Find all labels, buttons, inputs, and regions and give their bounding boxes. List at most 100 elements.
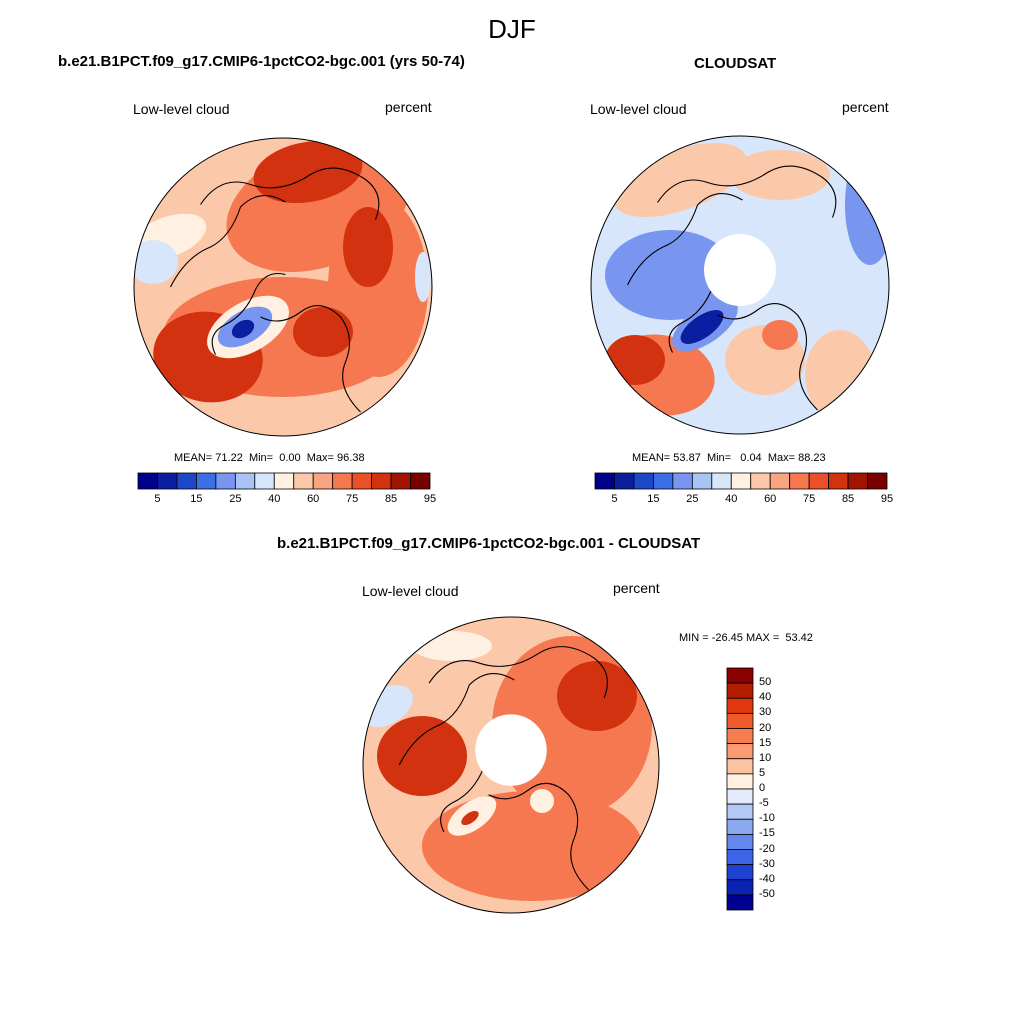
panel-1-mean: 71.22: [215, 452, 243, 464]
panel-2-colorbar-swatch-6: [711, 472, 732, 490]
panel-3-colorbar-tick-label: -10: [759, 812, 775, 825]
panel-3-colorbar-tick-label: -50: [759, 887, 775, 900]
panel-3-colorbar-swatch-0: [726, 667, 754, 684]
panel-1-colorbar-swatch-7: [273, 472, 295, 490]
panel-3-colorbar-tick-label: 40: [759, 691, 772, 704]
model-coastline-canada: [170, 195, 286, 288]
panel-2-colorbar-swatch-1: [614, 472, 635, 490]
panel-3-stats: MIN = -26.45 MAX = 53.42: [679, 632, 813, 644]
panel-1-polar-map: [133, 137, 433, 437]
panel-1-colorbar-swatch-11: [351, 472, 372, 490]
panel-3-colorbar-tick-label: 30: [759, 706, 772, 719]
panel-1-right-label: percent: [385, 99, 432, 115]
panel-3-colorbar-tick-label: -5: [759, 797, 769, 810]
obs-region-ocean: [613, 143, 747, 217]
panel-3-colorbar-swatch-12: [726, 849, 754, 866]
obs-map-border: [590, 135, 890, 435]
diff-coastline-north: [428, 646, 608, 699]
panel-2-colorbar-tick-label: 15: [647, 493, 660, 505]
panel-2-colorbar-swatch-4: [672, 472, 693, 490]
panel-2-colorbar-tick-label: 5: [611, 493, 618, 505]
panel-3-colorbar-swatch-7: [726, 773, 754, 790]
panel-1-left-label: Low-level cloud: [133, 101, 230, 117]
model-region-pacific-high: [343, 207, 393, 287]
diff-region-north-high: [557, 661, 637, 731]
panel-3-colorbar-ticks: 50 40 30 20 15 10 5 0 -5 -10 -15 -20 -30 -40 -50: [759, 668, 799, 910]
panel-3-colorbar-swatch-3: [726, 712, 754, 729]
panel-2-min: 0.04: [740, 452, 762, 464]
panel-2-colorbar-swatch-8: [750, 472, 771, 490]
panel-3-colorbar-tick-label: -30: [759, 857, 775, 870]
diff-region-greenland-core: [461, 810, 479, 826]
obs-region-east-blue: [845, 145, 889, 265]
panel-3-colorbar-swatch-10: [726, 818, 754, 835]
panel-1-colorbar-swatch-5: [234, 472, 256, 490]
panel-1-colorbar-swatch-12: [371, 472, 392, 490]
panel-2-colorbar-swatch-11: [808, 472, 829, 490]
panel-3-colorbar-swatch-4: [726, 728, 754, 745]
panel-2-right-label: percent: [842, 99, 889, 115]
panel-1-colorbar-swatch-4: [215, 472, 236, 490]
panel-1-min: 0.00: [279, 452, 301, 464]
diff-polar-hole: [475, 714, 547, 786]
panel-3-colorbar-tick-label: -20: [759, 842, 775, 855]
obs-region-north: [730, 150, 830, 200]
diff-coastline-europe: [488, 782, 590, 891]
panel-3-colorbar-tick-label: 50: [759, 676, 772, 689]
obs-coastline-north: [657, 165, 837, 218]
panel-1-colorbar-swatch-9: [312, 472, 334, 490]
panel-2-colorbar-swatch-12: [828, 472, 849, 490]
model-region-siberia-high: [253, 140, 363, 204]
panel-3-colorbar-tick-label: 20: [759, 721, 772, 734]
panel-2-mean: 53.87: [673, 452, 701, 464]
diff-region-neutral: [412, 631, 492, 661]
panel-3-colorbar-swatch-9: [726, 803, 754, 820]
panel-1-colorbar-tick-label: 75: [346, 493, 359, 505]
panel-2-colorbar-swatch-13: [847, 472, 868, 490]
panel-3-colorbar-swatch-1: [726, 682, 754, 699]
obs-region-atlantic-high: [605, 335, 665, 385]
panel-3-right-label: percent: [613, 580, 660, 596]
panel-3-colorbar-tick-label: -15: [759, 827, 775, 840]
panel-3-colorbar-tick-label: 0: [759, 782, 766, 794]
panel-1-colorbar-swatch-1: [157, 472, 178, 490]
panel-1-colorbar-tick-label: 15: [190, 493, 203, 505]
panel-3-colorbar-swatch-5: [726, 743, 754, 760]
panel-2-left-label: Low-level cloud: [590, 101, 687, 117]
panel-2-colorbar-tick-label: 60: [764, 493, 777, 505]
panel-3-left-label: Low-level cloud: [362, 583, 459, 599]
panel-2-colorbar-tick-label: 75: [803, 493, 816, 505]
panel-1-colorbar-tick-label: 5: [154, 493, 161, 505]
panel-1-colorbar-tick-label: 60: [307, 493, 320, 505]
diff-region-canada-high: [377, 716, 467, 796]
panel-2-colorbar-swatch-10: [789, 472, 810, 490]
obs-region-south-east: [805, 330, 875, 420]
model-coastline-europe: [260, 305, 361, 413]
diff-coastline-canada: [398, 673, 515, 766]
panel-1-colorbar-tick-label: 95: [423, 493, 437, 505]
panel-1-colorbar-swatch-3: [196, 472, 217, 490]
model-coastline-north: [200, 167, 380, 220]
panel-3-colorbar-tick-label: -40: [759, 872, 775, 885]
panel-2-max: 88.23: [798, 452, 826, 464]
obs-region-canada: [605, 230, 735, 320]
obs-coastline-canada: [627, 193, 743, 286]
panel-2-colorbar-swatch-7: [730, 472, 752, 490]
panel-2-colorbar-swatch-3: [653, 472, 674, 490]
panel-1-stats: MEAN= 71.22 Min= 0.00 Max= 96.38: [174, 452, 365, 464]
panel-3-colorbar-swatch-14: [726, 879, 754, 896]
panel-3-colorbar-tick-label: 5: [759, 766, 766, 779]
panel-2-colorbar-ticks: 5 15 25 40 60 75 85 95: [595, 493, 893, 507]
model-region-edge-blue: [415, 252, 431, 302]
panel-3-colorbar-swatch-2: [726, 697, 754, 714]
obs-region-greenland-core: [680, 310, 724, 344]
panel-2-colorbar-tick-label: 95: [880, 493, 894, 505]
panel-2-colorbar-swatch-0: [594, 472, 615, 490]
panel-2-colorbar: [594, 472, 888, 490]
obs-polar-hole: [704, 234, 776, 306]
model-region-europe-high: [293, 307, 353, 357]
panel-2-stats: MEAN= 53.87 Min= 0.04 Max= 88.23: [632, 452, 826, 464]
panel-1-colorbar-swatch-0: [137, 472, 158, 490]
panel-1-colorbar-swatch-6: [254, 472, 275, 490]
panel-1-colorbar-swatch-2: [176, 472, 197, 490]
